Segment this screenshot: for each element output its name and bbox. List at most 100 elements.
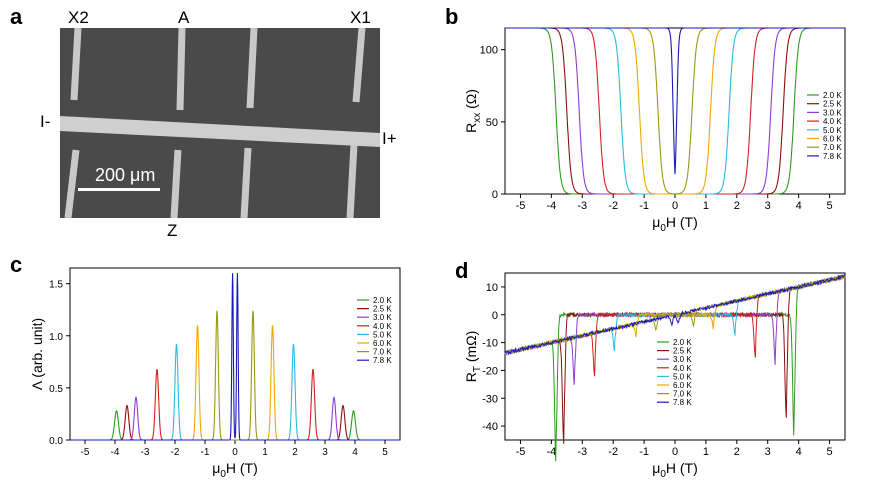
y-tick-label: 0.0 bbox=[49, 436, 63, 447]
panel-label-b: b bbox=[445, 4, 458, 29]
y-tick-label: 100 bbox=[480, 45, 498, 57]
x-tick-label: -2 bbox=[608, 446, 618, 458]
legend-entry: 2.0 K bbox=[823, 91, 842, 100]
current-minus-label: I- bbox=[40, 112, 50, 131]
legend-entry: 3.0 K bbox=[373, 313, 392, 322]
y-axis-label: Λ (arb. unit) bbox=[29, 318, 45, 390]
scale-bar bbox=[78, 188, 160, 191]
sem-voltage-lead bbox=[346, 143, 358, 219]
x-tick-label: -3 bbox=[577, 446, 587, 458]
legend-entry: 6.0 K bbox=[823, 135, 842, 144]
panel-a: a X2 A X1 I- I+ Z 200 μm bbox=[10, 4, 397, 240]
x-tick-label: -2 bbox=[608, 200, 618, 212]
panel-label-c: c bbox=[10, 252, 22, 277]
legend-entry: 6.0 K bbox=[373, 339, 392, 348]
y-tick-label: 1.0 bbox=[49, 332, 63, 343]
x-tick-label: 0 bbox=[672, 200, 678, 212]
y-tick-label: 50 bbox=[486, 117, 498, 129]
legend-entry: 3.0 K bbox=[823, 108, 842, 117]
sem-voltage-lead bbox=[240, 147, 252, 219]
x-tick-label: 5 bbox=[826, 200, 832, 212]
x-tick-label: -4 bbox=[111, 447, 120, 458]
sem-voltage-lead bbox=[176, 27, 186, 111]
x-tick-label: 1 bbox=[262, 447, 268, 458]
x-tick-label: -5 bbox=[516, 200, 526, 212]
x-tick-label: 1 bbox=[703, 200, 709, 212]
x-tick-label: 5 bbox=[826, 446, 832, 458]
rxx-curve bbox=[505, 27, 845, 175]
sem-voltage-lead bbox=[246, 27, 258, 109]
x-tick-label: 3 bbox=[322, 447, 328, 458]
y-tick-label: 0 bbox=[492, 189, 498, 201]
panel-label-a: a bbox=[10, 4, 23, 29]
sem-voltage-lead bbox=[70, 27, 82, 101]
legend-entry: 5.0 K bbox=[823, 126, 842, 135]
y-tick-label: -10 bbox=[482, 338, 498, 350]
x-tick-label: 1 bbox=[703, 446, 709, 458]
x-tick-label: -5 bbox=[81, 447, 90, 458]
plot-frame bbox=[69, 267, 401, 441]
legend-entry: 7.8 K bbox=[823, 152, 842, 161]
y-tick-label: -20 bbox=[482, 365, 498, 377]
x-axis-label: μ0H (T) bbox=[652, 460, 698, 480]
sem-voltage-lead bbox=[170, 149, 182, 219]
legend-entry: 4.0 K bbox=[673, 364, 692, 373]
legend-entry: 6.0 K bbox=[673, 381, 692, 390]
legend-entry: 2.5 K bbox=[823, 100, 842, 109]
x-tick-label: -1 bbox=[639, 446, 649, 458]
legend-entry: 5.0 K bbox=[673, 372, 692, 381]
x-tick-label: -3 bbox=[577, 200, 587, 212]
legend-entry: 2.5 K bbox=[373, 305, 392, 314]
contact-a-label: A bbox=[178, 8, 190, 27]
y-tick-label: 1.5 bbox=[49, 280, 63, 291]
legend-entry: 4.0 K bbox=[823, 117, 842, 126]
legend-entry: 2.0 K bbox=[373, 296, 392, 305]
contact-x2-label: X2 bbox=[68, 8, 89, 27]
legend-entry: 7.0 K bbox=[823, 143, 842, 152]
x-tick-label: 2 bbox=[292, 447, 298, 458]
legend-entry: 3.0 K bbox=[673, 355, 692, 364]
rt-curve bbox=[504, 274, 846, 356]
lambda-curve bbox=[70, 273, 400, 441]
sem-voltage-lead bbox=[64, 149, 80, 219]
legend-entry: 4.0 K bbox=[373, 322, 392, 331]
x-tick-label: 4 bbox=[796, 200, 802, 212]
x-tick-label: -3 bbox=[141, 447, 150, 458]
y-tick-label: -30 bbox=[482, 393, 498, 405]
x-tick-label: -1 bbox=[639, 200, 649, 212]
y-tick-label: -40 bbox=[482, 421, 498, 433]
x-tick-label: 5 bbox=[382, 447, 388, 458]
panel-label-d: d bbox=[455, 258, 468, 283]
x-tick-label: 4 bbox=[352, 447, 358, 458]
sem-voltage-lead bbox=[352, 27, 366, 103]
y-axis-label: Rxx (Ω) bbox=[463, 89, 483, 133]
contact-z-label: Z bbox=[167, 221, 177, 240]
x-tick-label: -1 bbox=[201, 447, 210, 458]
legend-entry: 7.0 K bbox=[373, 348, 392, 357]
contact-x1-label: X1 bbox=[350, 8, 371, 27]
sem-current-bar bbox=[60, 116, 380, 147]
lambda-curve bbox=[70, 344, 400, 441]
x-axis-label: μ0H (T) bbox=[652, 214, 698, 234]
legend-entry: 7.8 K bbox=[673, 398, 692, 407]
x-tick-label: -4 bbox=[546, 446, 556, 458]
x-tick-label: -2 bbox=[171, 447, 180, 458]
legend-entry: 5.0 K bbox=[373, 330, 392, 339]
x-tick-label: 3 bbox=[765, 446, 771, 458]
y-tick-label: 0.5 bbox=[49, 384, 63, 395]
lambda-curve bbox=[70, 325, 400, 441]
x-tick-label: 0 bbox=[232, 447, 238, 458]
lambda-curve bbox=[70, 310, 400, 441]
legend-entry: 7.8 K bbox=[373, 356, 392, 365]
x-tick-label: 4 bbox=[796, 446, 802, 458]
x-tick-label: -4 bbox=[546, 200, 556, 212]
y-axis-label: RT (mΩ) bbox=[463, 331, 483, 383]
y-tick-label: 0 bbox=[492, 310, 498, 322]
x-tick-label: -5 bbox=[516, 446, 526, 458]
sem-electrodes bbox=[60, 27, 380, 219]
x-tick-label: 0 bbox=[672, 446, 678, 458]
y-tick-label: 10 bbox=[486, 282, 498, 294]
